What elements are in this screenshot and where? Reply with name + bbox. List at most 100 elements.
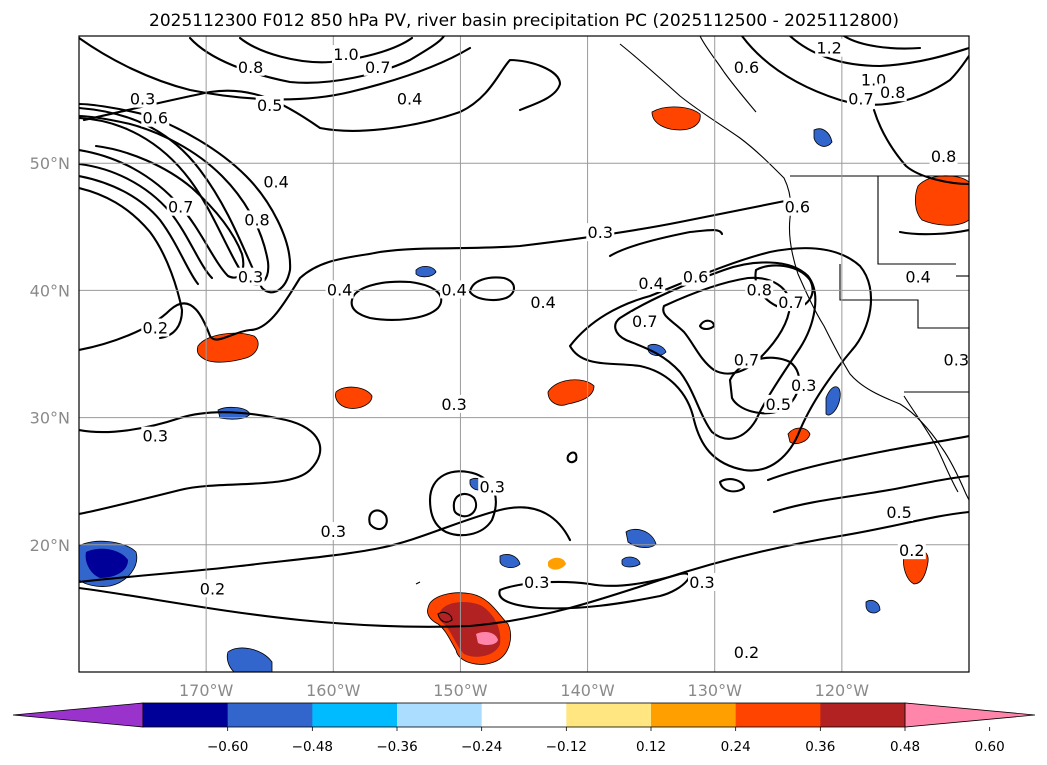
pv-contour-line	[842, 36, 922, 50]
map-frame	[78, 35, 970, 673]
pv-contour-line	[79, 186, 184, 340]
x-tick-label: 150°W	[433, 681, 488, 700]
precip-anomaly-positive	[335, 386, 373, 409]
colorbar-extend-max	[904, 702, 1036, 728]
contour-label-gap	[586, 223, 615, 242]
contour-label-gap	[630, 312, 659, 331]
colorbar-segment	[481, 703, 567, 727]
contour-label-gap	[732, 350, 761, 369]
contour-label: 0.8	[931, 147, 956, 166]
contour-label: 0.3	[238, 268, 263, 287]
border-line	[877, 176, 956, 265]
colorbar-extend-min	[12, 702, 144, 728]
contour-label: 0.4	[327, 280, 352, 299]
contour-label: 0.3	[524, 573, 549, 592]
border-line	[839, 264, 969, 329]
contour-label: 0.8	[238, 58, 263, 77]
contour-label-gap	[764, 394, 793, 413]
precip-anomaly-negative	[647, 344, 667, 356]
pv-contour-line	[238, 36, 414, 64]
precip-anomaly-negative	[865, 600, 881, 614]
contour-label-gap	[141, 318, 170, 337]
colorbar-segment	[312, 703, 398, 727]
pv-contour-line	[428, 470, 497, 537]
contour-label: 0.3	[944, 350, 969, 369]
contour-label: 0.6	[683, 268, 708, 287]
contour-label: 0.4	[441, 280, 466, 299]
colorbar-segment	[397, 703, 483, 727]
pv-contour-line	[608, 228, 724, 258]
colorbar-tick-label: 0.60	[975, 739, 1005, 755]
contour-label-gap	[440, 394, 469, 413]
contour-label: 0.4	[397, 90, 422, 109]
precip-anomaly-positive	[547, 379, 595, 406]
contour-label-gap	[732, 57, 761, 76]
contour-label-gap	[395, 89, 424, 108]
contour-label-gap	[745, 280, 774, 299]
contour-label: 0.3	[321, 522, 346, 541]
contour-label: 0.3	[441, 395, 466, 414]
contour-label: 0.4	[905, 268, 930, 287]
contour-label-gap	[688, 572, 716, 591]
colorbar-tick-label: 0.48	[890, 739, 920, 755]
colorbar-tick-label: −0.24	[461, 739, 502, 755]
contour-label: 0.8	[244, 210, 269, 229]
contour-label: 0.2	[734, 643, 759, 662]
contour-label: 0.5	[766, 395, 791, 414]
pv-contour-line	[872, 108, 969, 186]
contour-label: 1.0	[333, 45, 358, 64]
contour-label: 0.3	[143, 427, 168, 446]
contour-label: 0.7	[778, 293, 803, 312]
contour-label-gap	[929, 146, 958, 165]
pv-contour-line	[79, 411, 322, 516]
pv-contour-line	[79, 510, 969, 628]
y-axis-ticks: 20°N 30°N 40°N 50°N	[30, 154, 70, 555]
precip-anomaly-negative	[825, 386, 841, 416]
pv-contour-line	[79, 174, 200, 286]
contour-label-gap	[522, 572, 551, 591]
contour-label: 0.5	[257, 96, 282, 115]
colorbar-segment	[566, 703, 652, 727]
pv-contour-line	[898, 228, 969, 236]
chart-title: 2025112300 F012 850 hPa PV, river basin …	[149, 11, 899, 31]
contour-label: 0.6	[785, 198, 810, 217]
contour-label-gap	[783, 197, 812, 216]
pv-contour-line	[368, 509, 388, 531]
contour-label: 0.8	[746, 280, 771, 299]
contour-label-gap	[363, 57, 392, 76]
contour-label: 0.7	[734, 350, 759, 369]
contour-label: 0.6	[734, 58, 759, 77]
pv-contour-line	[350, 280, 443, 321]
x-tick-label: 140°W	[560, 681, 615, 700]
x-tick-label: 120°W	[815, 681, 870, 700]
contour-label: 0.4	[530, 293, 555, 312]
colorbar: −0.60 −0.48 −0.36 −0.24 −0.12 0.12 0.24 0.36 0.4…	[12, 702, 1036, 755]
contour-label-gap	[846, 89, 875, 108]
contour-label-gap	[777, 293, 805, 312]
contour-label-gap	[319, 522, 348, 541]
pv-contour-line	[698, 319, 716, 331]
precip-anomaly-max	[476, 632, 498, 645]
colorbar-segment	[143, 703, 229, 727]
colorbar-tick-label: −0.12	[546, 739, 587, 755]
contour-label-gap	[236, 57, 265, 76]
contour-label-gap	[255, 95, 284, 114]
x-tick-label: 160°W	[306, 681, 361, 700]
colorbar-tick-label: 0.24	[721, 739, 751, 755]
north-america-coastline	[699, 36, 757, 113]
colorbar-segment	[735, 703, 821, 727]
contour-label-gap	[440, 280, 469, 299]
contour-label-gap	[325, 280, 354, 299]
contour-label-gap	[897, 541, 926, 560]
contour-label-gap	[141, 426, 170, 445]
contour-label-gap	[478, 477, 507, 496]
colorbar-tick-label: −0.48	[292, 739, 333, 755]
contour-label: 0.3	[588, 223, 613, 242]
contour-label: 0.7	[168, 198, 193, 217]
contour-label-gap	[236, 267, 265, 286]
y-tick-label: 40°N	[30, 281, 70, 300]
y-tick-label: 50°N	[30, 154, 70, 173]
contour-label-gap	[732, 642, 761, 661]
contour-label: 0.5	[886, 503, 911, 522]
contour-label: 0.2	[899, 541, 924, 560]
